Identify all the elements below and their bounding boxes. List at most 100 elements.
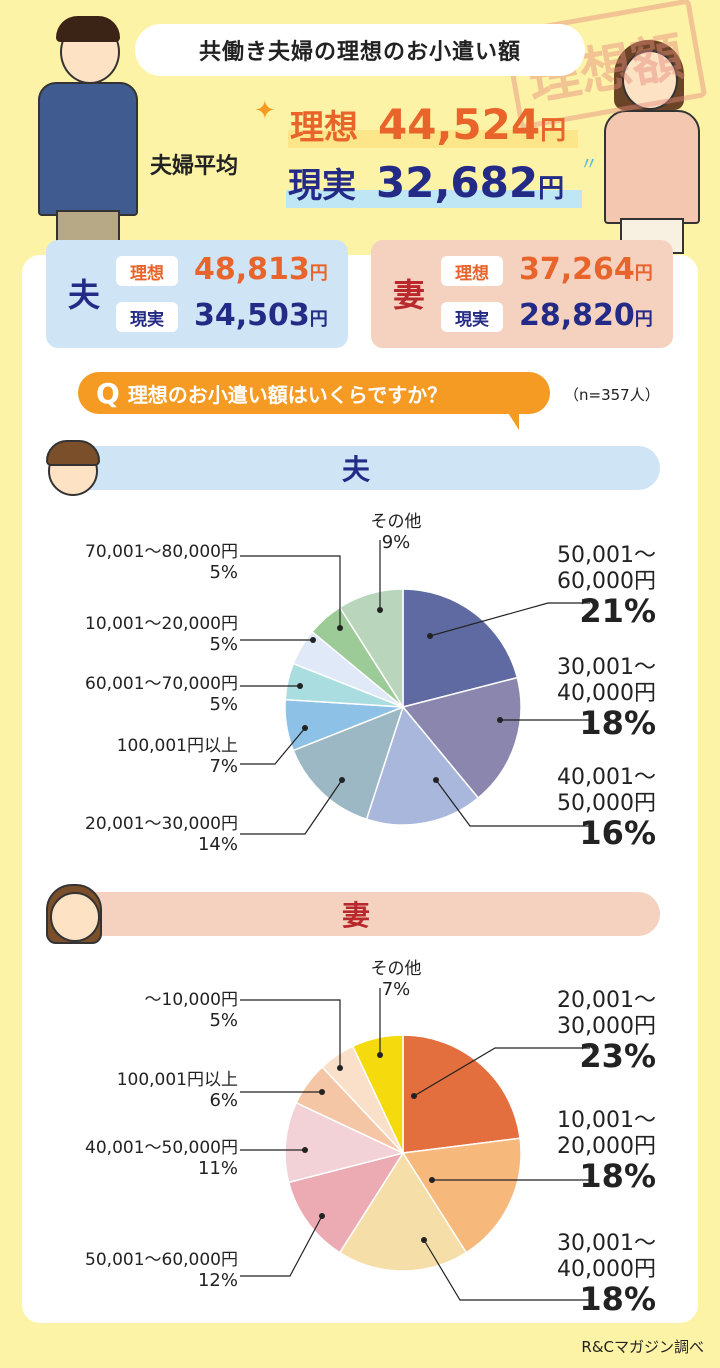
husband-slice-range-1: 60,000円 [557, 569, 656, 594]
wife-leader-dot-4 [319, 1213, 325, 1219]
average-ideal-amount: 44,524円 [378, 100, 566, 149]
husband-leader-dot-7 [310, 637, 316, 643]
husband-real-amount: 34,503円 [194, 298, 328, 333]
wife-slice-range-3: 30,001～ [557, 1231, 656, 1256]
wife-slice-pct-2: 18% [579, 1157, 656, 1195]
wife-face-icon [46, 884, 102, 944]
husband-face-icon [46, 440, 100, 496]
average-real: 現実 32,682円 [288, 158, 564, 207]
husband-leader-line-3 [435, 779, 590, 827]
average-ideal-label: 理想 [290, 108, 358, 148]
average-ideal: 理想 44,524円 [290, 100, 566, 152]
husband-slice-range-1: 50,001～ [557, 543, 656, 568]
wife-ideal-amount: 37,264円 [519, 252, 653, 287]
husband-leader-dot-4 [339, 777, 345, 783]
husband-real-value: 34,503 [194, 298, 310, 333]
wife-real-unit: 円 [634, 309, 653, 330]
husband-slice-pct-9: 9% [382, 532, 411, 553]
husband-slice-pct-6: 5% [209, 694, 238, 715]
husband-slice-pct-3: 16% [579, 814, 656, 852]
wife-leader-dot-2 [429, 1177, 435, 1183]
husband-leader-line-1 [429, 602, 590, 637]
husband-leader-line-4 [240, 779, 343, 835]
husband-slice-pct-8: 5% [209, 562, 238, 583]
sweat-icon: 〃 [580, 154, 598, 175]
husband-ideal-value: 48,813 [194, 252, 310, 287]
wife-ideal-unit: 円 [634, 263, 653, 284]
wife-slice-range-8: その他 [371, 959, 422, 979]
wife-leader-dot-8 [377, 1052, 383, 1058]
wife-ideal-value: 37,264 [519, 252, 635, 287]
wife-card-label: 妻 [393, 276, 426, 314]
husband-slice-pct-1: 21% [579, 592, 656, 630]
husband-slice-pct-2: 18% [579, 704, 656, 742]
wife-slice-range-1: 30,000円 [557, 1014, 656, 1039]
average-ideal-unit: 円 [540, 116, 567, 146]
wife-pie-slice-4 [287, 1151, 405, 1254]
wife-slice-pct-7: 5% [209, 1010, 238, 1031]
husband-slice-range-3: 50,000円 [557, 791, 656, 816]
sparkle-icon: ✦ [254, 96, 276, 126]
husband-leader-dot-6 [297, 683, 303, 689]
wife-slice-pct-6: 6% [209, 1090, 238, 1111]
husband-section-title: 夫 [341, 453, 370, 486]
husband-slice-range-5: 100,001円以上 [117, 736, 238, 756]
husband-leader-dot-8 [337, 625, 343, 631]
husband-slice-pct-4: 14% [198, 834, 238, 855]
credit: R&Cマガジン調べ [581, 1338, 704, 1356]
sample-size: （n=357人） [564, 386, 660, 404]
husband-slice-range-8: 70,001～80,000円 [85, 542, 238, 562]
husband-slice-pct-7: 5% [209, 634, 238, 655]
husband-leader-line-8 [240, 555, 341, 628]
wife-card: 妻 理想 37,264円 現実 28,820円 [371, 240, 673, 348]
husband-section-bar: 夫 [52, 446, 660, 490]
husband-slice-range-4: 20,001～30,000円 [85, 814, 238, 834]
average-real-unit: 円 [538, 174, 565, 204]
wife-pie-slice-1 [402, 1034, 521, 1154]
wife-slice-pct-8: 7% [382, 979, 411, 1000]
wife-real-tag: 現実 [441, 302, 503, 332]
wife-slice-pct-4: 12% [198, 1270, 238, 1291]
husband-slice-range-7: 10,001～20,000円 [85, 614, 238, 634]
average-real-label: 現実 [288, 166, 356, 206]
average-label: 夫婦平均 [150, 154, 239, 179]
husband-real-unit: 円 [309, 309, 328, 330]
husband-card-label: 夫 [68, 276, 101, 314]
husband-real-tag: 現実 [116, 302, 178, 332]
wife-real-value: 28,820 [519, 298, 635, 333]
wife-leader-line-7 [240, 999, 341, 1068]
husband-slice-range-3: 40,001～ [557, 765, 656, 790]
real-highlight [286, 190, 582, 208]
wife-real-amount: 28,820円 [519, 298, 653, 333]
husband-leader-dot-1 [427, 633, 433, 639]
wife-slice-pct-1: 23% [579, 1037, 656, 1075]
husband-ideal-tag: 理想 [116, 256, 178, 286]
average-real-value: 32,682 [376, 158, 539, 207]
wife-leader-line-4 [240, 1215, 323, 1277]
husband-slice-range-2: 40,000円 [557, 681, 656, 706]
wife-slice-range-3: 40,000円 [557, 1257, 656, 1282]
wife-leader-dot-7 [337, 1065, 343, 1071]
husband-leader-dot-5 [302, 725, 308, 731]
wife-illustration [598, 40, 702, 254]
wife-slice-pct-3: 18% [579, 1280, 656, 1318]
husband-pie-slice-1 [402, 588, 519, 708]
wife-section-bar: 妻 [52, 892, 660, 936]
husband-pie-slice-2 [401, 676, 522, 799]
wife-leader-dot-3 [421, 1237, 427, 1243]
husband-leader-line-5 [240, 727, 306, 765]
